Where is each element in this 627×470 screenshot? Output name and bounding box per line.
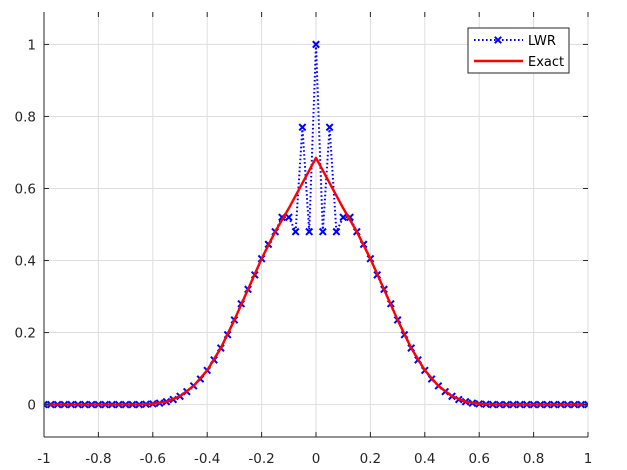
y-tick-label: 0.2 (15, 326, 36, 342)
x-tick-label: 0.2 (360, 451, 381, 467)
lwr-data-point (584, 400, 588, 409)
x-tick-label: 0.6 (468, 451, 489, 467)
plot-area (44, 40, 588, 409)
lwr-data-point (44, 400, 48, 409)
y-tick-label: 0 (27, 398, 36, 414)
exact-legend-label: Exact (528, 55, 564, 70)
tick-labels: -1 -0.8 -0.6 -0.4 -0.2 0 0.2 0.4 0.6 0.8 1 0 0.2 0.4 0… (15, 37, 593, 467)
exact-series-line (44, 156, 588, 406)
legend: LWR Exact (467, 27, 570, 74)
x-tick-label: 0.4 (414, 451, 435, 467)
y-tick-label: 1 (27, 37, 36, 53)
lwr-data-point (325, 123, 334, 132)
lwr-data-point (332, 227, 341, 236)
lwr-data-point (339, 213, 348, 222)
x-tick-label: 0.8 (523, 451, 544, 467)
lwr-legend-label: LWR (528, 34, 556, 49)
y-tick-label: 0.6 (15, 181, 36, 197)
x-tick-label: -0.6 (140, 451, 166, 467)
lwr-data-point (291, 227, 300, 236)
grid (43, 12, 589, 437)
x-tick-label: -0.2 (248, 451, 274, 467)
x-tick-label: -1 (37, 451, 50, 467)
x-tick-label: -0.8 (85, 451, 111, 467)
x-tick-label: 1 (584, 451, 593, 467)
lwr-data-point (284, 213, 293, 222)
x-tick-label: 0 (312, 451, 321, 467)
axes (43, 12, 589, 438)
lwr-data-point (298, 123, 307, 132)
y-tick-label: 0.8 (15, 109, 36, 125)
lwr-data-point (305, 227, 314, 236)
x-tick-label: -0.4 (194, 451, 220, 467)
lwr-legend-marker (494, 36, 502, 44)
y-tick-label: 0.4 (15, 254, 36, 270)
lwr-data-point (318, 227, 327, 236)
legend-box (467, 27, 570, 74)
lwr-data-point (312, 40, 320, 49)
